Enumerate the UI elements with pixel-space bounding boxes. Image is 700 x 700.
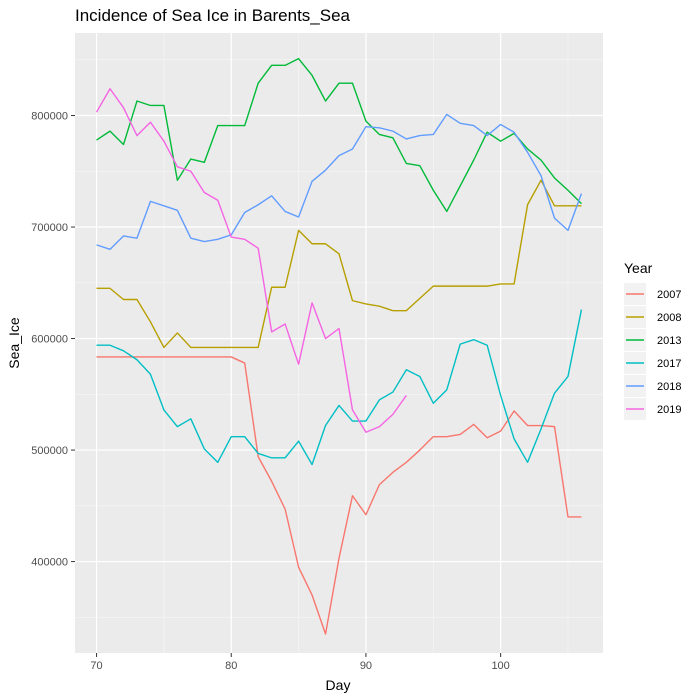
- legend-label-2007: 2007: [657, 289, 681, 301]
- plot-panel: [75, 33, 603, 653]
- legend-label-2008: 2008: [657, 312, 681, 324]
- legend-label-2013: 2013: [657, 335, 681, 347]
- x-tick-label: 70: [90, 660, 102, 672]
- x-tick-label: 90: [360, 660, 372, 672]
- y-tick-label: 400000: [31, 557, 68, 569]
- series-line-2008: [96, 179, 582, 349]
- grid-minor: [75, 33, 603, 653]
- x-tick-label: 80: [225, 660, 237, 672]
- y-tick-label: 700000: [31, 222, 68, 234]
- y-tick-label: 800000: [31, 111, 68, 123]
- x-tick-label: 100: [491, 660, 509, 672]
- y-axis-title: Sea_Ice: [6, 317, 22, 369]
- legend-label-2017: 2017: [657, 358, 681, 370]
- series-line-2018: [96, 113, 583, 251]
- series-line-2013: [96, 57, 582, 213]
- chart-title: Incidence of Sea Ice in Barents_Sea: [75, 6, 351, 25]
- y-tick-label: 500000: [31, 445, 68, 457]
- series-line-2019: [95, 88, 407, 433]
- legend-label-2019: 2019: [657, 404, 681, 416]
- series-line-2017: [96, 309, 583, 466]
- y-tick-label: 600000: [31, 334, 68, 346]
- legend-title: Year: [624, 260, 653, 276]
- legend: Year 2007 2008 2013 2017 2018 2019: [624, 260, 681, 420]
- x-axis-title: Day: [326, 677, 351, 693]
- y-axis: 400000 500000 600000 700000 800000: [31, 111, 75, 569]
- series-lines: [95, 57, 583, 635]
- series-line-2007: [96, 356, 582, 635]
- legend-label-2018: 2018: [657, 381, 681, 393]
- x-axis: 70 80 90 100: [90, 653, 510, 672]
